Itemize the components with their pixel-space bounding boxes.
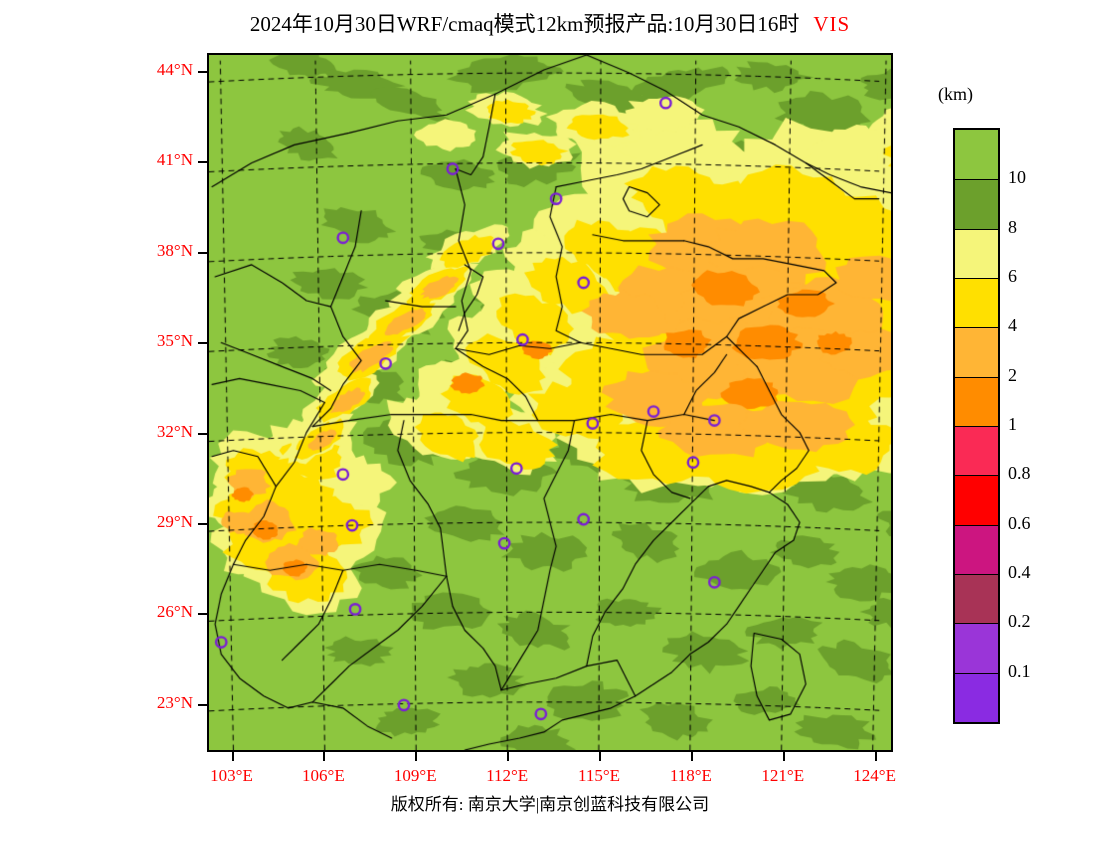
copyright-footer: 版权所有: 南京大学|南京创蓝科技有限公司 [390,795,710,814]
x-tick-mark [507,752,510,761]
colorbar-tick-label: 8 [1008,216,1017,237]
y-tick-mark [198,71,207,74]
colorbar-band [955,672,998,722]
colorbar-tick-label: 0.6 [1008,512,1031,533]
colorbar-tick-label: 4 [1008,315,1017,336]
colorbar-tick-label: 0.4 [1008,562,1031,582]
colorbar-band [955,524,998,574]
colorbar-tick-label: 0.1 [1008,660,1031,681]
colorbar-tick-label: 2 [1008,364,1017,385]
x-tick-mark [415,752,418,761]
colorbar-band [955,179,998,229]
colorbar-tick-label: 1 [1008,414,1017,434]
colorbar-band [955,376,998,426]
y-tick-label: 23°N [156,692,193,712]
y-tick-mark [198,161,207,164]
colorbar-band [955,228,998,278]
title-main-text: 2024年10月30日WRF/cmaq模式12km预报产品:10月30日16时 [249,12,800,36]
visibility-field-canvas [209,55,891,750]
title-variable-text: VIS [813,12,851,36]
x-tick-label: 106°E [302,766,345,785]
y-tick-label: 41°N [156,150,193,170]
x-tick-mark [782,752,785,761]
colorbar-band [955,277,998,328]
colorbar-tick-label: 0.2 [1008,611,1031,632]
x-tick-mark [599,752,601,761]
x-tick-label: 118°E [669,766,712,785]
y-tick-mark [198,613,207,616]
x-tick-label: 115°E [577,766,621,785]
colorbar-tick-label: 10 [1008,167,1026,188]
x-tick-label: 103°E [210,766,253,785]
y-tick-label: 29°N [156,512,193,532]
x-tick-label: 112°E [486,766,529,785]
colorbar-band [955,425,998,476]
colorbar[interactable] [953,128,1000,724]
y-tick-label: 35°N [156,331,193,351]
colorbar-band [955,130,998,180]
colorbar-band [955,475,998,525]
colorbar-tick-label: 0.8 [1008,463,1031,484]
x-tick-label: 109°E [393,766,437,785]
y-tick-label: 26°N [156,602,193,622]
map-plot-area[interactable] [207,53,893,752]
y-tick-label: 32°N [156,421,193,441]
y-tick-label: 44°N [156,60,193,80]
x-tick-mark [323,752,326,761]
x-tick-mark [690,752,693,761]
colorbar-band [955,573,998,624]
y-tick-mark [198,432,207,435]
x-tick-mark [231,752,234,761]
y-tick-label: 38°N [156,240,193,260]
y-tick-mark [198,251,207,254]
y-tick-mark [198,523,207,526]
y-tick-mark [198,342,207,345]
x-tick-label: 124°E [853,766,896,785]
colorbar-unit-label: (km) [938,84,973,104]
x-tick-label: 121°E [761,766,805,785]
y-tick-mark [198,703,207,706]
colorbar-tick-label: 6 [1008,266,1017,286]
chart-title: 2024年10月30日WRF/cmaq模式12km预报产品:10月30日16时 V… [0,8,1100,38]
x-tick-mark [874,752,877,761]
colorbar-band [955,327,998,377]
colorbar-band [955,623,998,673]
